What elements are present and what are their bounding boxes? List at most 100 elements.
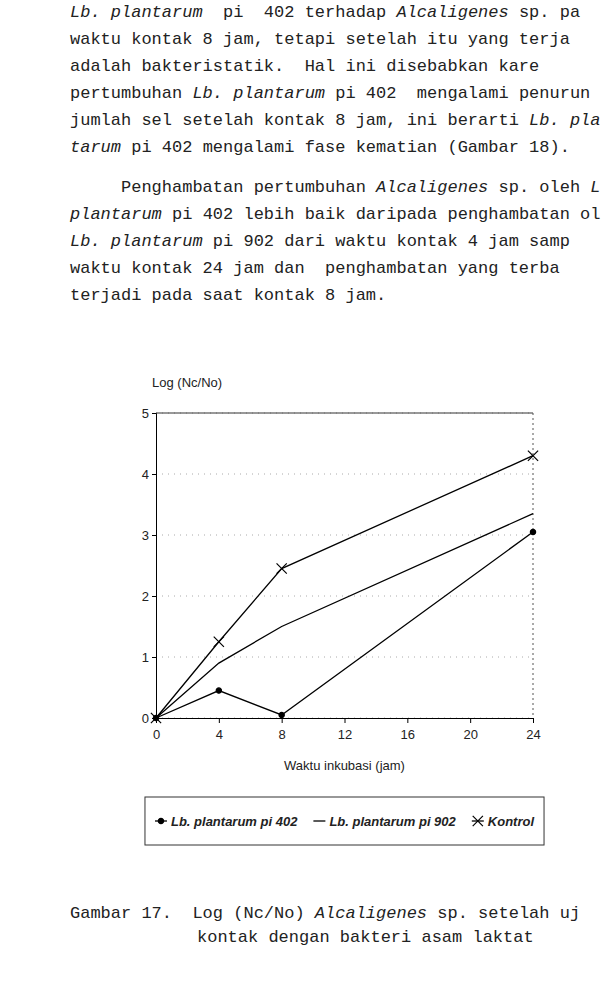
y-tick-label: 4 (142, 467, 149, 482)
x-tick: 24 (526, 718, 540, 742)
y-tick-label: 2 (142, 589, 149, 604)
text-line: Penghambatan pertumbuhan Alcaligenes sp.… (70, 178, 601, 197)
text-span: Lb. plantarum (70, 232, 203, 251)
legend-item: Lb. plantarum pi 902 (313, 814, 456, 829)
text-span: pertumbuhan (70, 84, 192, 103)
text-span: adalah bakteristatik. Hal ini disebabkan… (70, 57, 539, 76)
x-axis: 0 4 8 12 16 20 24 (153, 718, 541, 742)
x-tick-label: 24 (526, 727, 540, 742)
y-tick: 4 (142, 467, 156, 482)
series-marker (528, 451, 538, 461)
legend-marker (473, 816, 483, 826)
caption-line: kontak dengan bakteri asam laktat (197, 928, 534, 947)
series-line (156, 456, 533, 718)
x-tick-label: 16 (401, 727, 415, 742)
grid-line (156, 596, 533, 597)
grid-line (156, 535, 533, 536)
x-tick-label: 0 (153, 727, 160, 742)
caption-line: Gambar 17. Log (Nc/No) Alcaligenes sp. s… (70, 904, 580, 923)
text-line: Lb. plantarum pi 402 terhadap Alcaligene… (70, 3, 580, 22)
grid-line (156, 657, 533, 658)
text-line: plantarum pi 402 lebih baik daripada pen… (69, 205, 601, 224)
text-line: terjadi pada saat kontak 8 jam. (70, 286, 386, 305)
text-span: sp. oleh (488, 178, 590, 197)
y-axis-title: Log (Nc/No) (152, 375, 222, 390)
series-marker (279, 712, 284, 717)
legend-item: Kontrol (472, 814, 535, 829)
text-line: pertumbuhan Lb. plantarum pi 402 mengala… (70, 84, 590, 103)
y-tick-mark (152, 474, 156, 475)
text-span: pi 402 mengalami fase kematian (Gambar 1… (121, 138, 570, 157)
text-span: Penghambatan pertumbuhan (70, 178, 376, 197)
text-span: sp. pa (509, 3, 580, 22)
x-tick-mark (219, 718, 220, 723)
legend-swatch (313, 820, 325, 821)
y-tick-mark (152, 535, 156, 536)
x-tick: 12 (338, 718, 352, 742)
x-tick-label: 8 (279, 727, 286, 742)
x-tick: 4 (216, 718, 223, 742)
text-span: Alcaligenes (395, 3, 508, 22)
text-line: jumlah sel setelah kontak 8 jam, ini ber… (70, 111, 601, 130)
text-span: waktu kontak 8 jam, tetapi setelah itu y… (70, 30, 570, 49)
x-tick-label: 4 (216, 727, 223, 742)
x-tick-mark (282, 718, 283, 723)
text-span: pi 402 lebih baik daripada penghambatan … (162, 205, 601, 224)
legend-label: Lb. plantarum pi 902 (329, 814, 456, 829)
text-span: Lb. plantarum (192, 84, 325, 103)
y-tick-label: 5 (142, 406, 149, 421)
y-tick: 1 (142, 650, 156, 665)
grid (156, 413, 533, 718)
y-tick-mark (152, 657, 156, 658)
text-span: pi 902 dari waktu kontak 4 jam samp (203, 232, 570, 251)
page: Lb. plantarum pi 402 terhadap Alcaligene… (0, 0, 608, 995)
text-span: pi 402 terhadap (203, 3, 397, 22)
text-span: Alcaligenes (375, 178, 488, 197)
caption-span: Alcaligenes (314, 904, 427, 923)
chart: 04812162024012345Log (Nc/No)Waktu inkuba… (142, 375, 541, 773)
x-tick: 20 (463, 718, 477, 742)
text-span: pi 402 mengalami penurun (325, 84, 590, 103)
text-span: terjadi pada saat kontak 8 jam. (70, 286, 386, 305)
x-tick-label: 20 (463, 727, 477, 742)
y-tick-label: 0 (142, 711, 149, 726)
x-axis-line (157, 719, 534, 724)
text-span: Lb. pla (529, 111, 600, 130)
text-line: Lb. plantarum pi 902 dari waktu kontak 4… (70, 232, 570, 251)
legend-label: Lb. plantarum pi 402 (171, 814, 298, 829)
x-tick: 8 (279, 718, 286, 742)
legend: Lb. plantarum pi 402 Lb. plantarum pi 902… (145, 797, 544, 845)
series-marker (277, 563, 287, 573)
series-marker (151, 713, 161, 723)
plot-area (151, 451, 538, 724)
frame-top (156, 413, 533, 414)
text-span: tarum (70, 138, 121, 157)
y-tick: 3 (142, 528, 156, 543)
x-tick-label: 12 (338, 727, 352, 742)
series-line (156, 514, 533, 718)
frame-right (533, 413, 534, 718)
y-tick-mark (152, 596, 156, 597)
series-line (156, 532, 533, 718)
y-tick-mark (152, 413, 156, 414)
x-tick-mark (533, 718, 534, 723)
y-tick: 5 (142, 406, 156, 421)
legend-item: Lb. plantarum pi 402 (155, 814, 298, 829)
y-tick-label: 3 (142, 528, 149, 543)
x-tick-mark (345, 718, 346, 723)
text-line: waktu kontak 24 jam dan penghambatan yan… (70, 259, 560, 278)
legend-marker (158, 818, 163, 823)
legend-box (145, 797, 544, 845)
x-tick-mark (407, 718, 408, 723)
text-line: tarum pi 402 mengalami fase kematian (Ga… (70, 138, 570, 157)
x-axis-title: Waktu inkubasi (jam) (284, 758, 405, 773)
text-span: jumlah sel setelah kontak 8 jam, ini ber… (70, 111, 529, 130)
caption-span: kontak dengan bakteri asam laktat (197, 928, 534, 947)
series-marker (214, 637, 224, 647)
series-marker (530, 529, 535, 534)
x-tick: 16 (401, 718, 415, 742)
legend-label: Kontrol (488, 814, 535, 829)
text-line: waktu kontak 8 jam, tetapi setelah itu y… (70, 30, 570, 49)
y-axis-line (152, 414, 157, 719)
x-tick-mark (470, 718, 471, 723)
